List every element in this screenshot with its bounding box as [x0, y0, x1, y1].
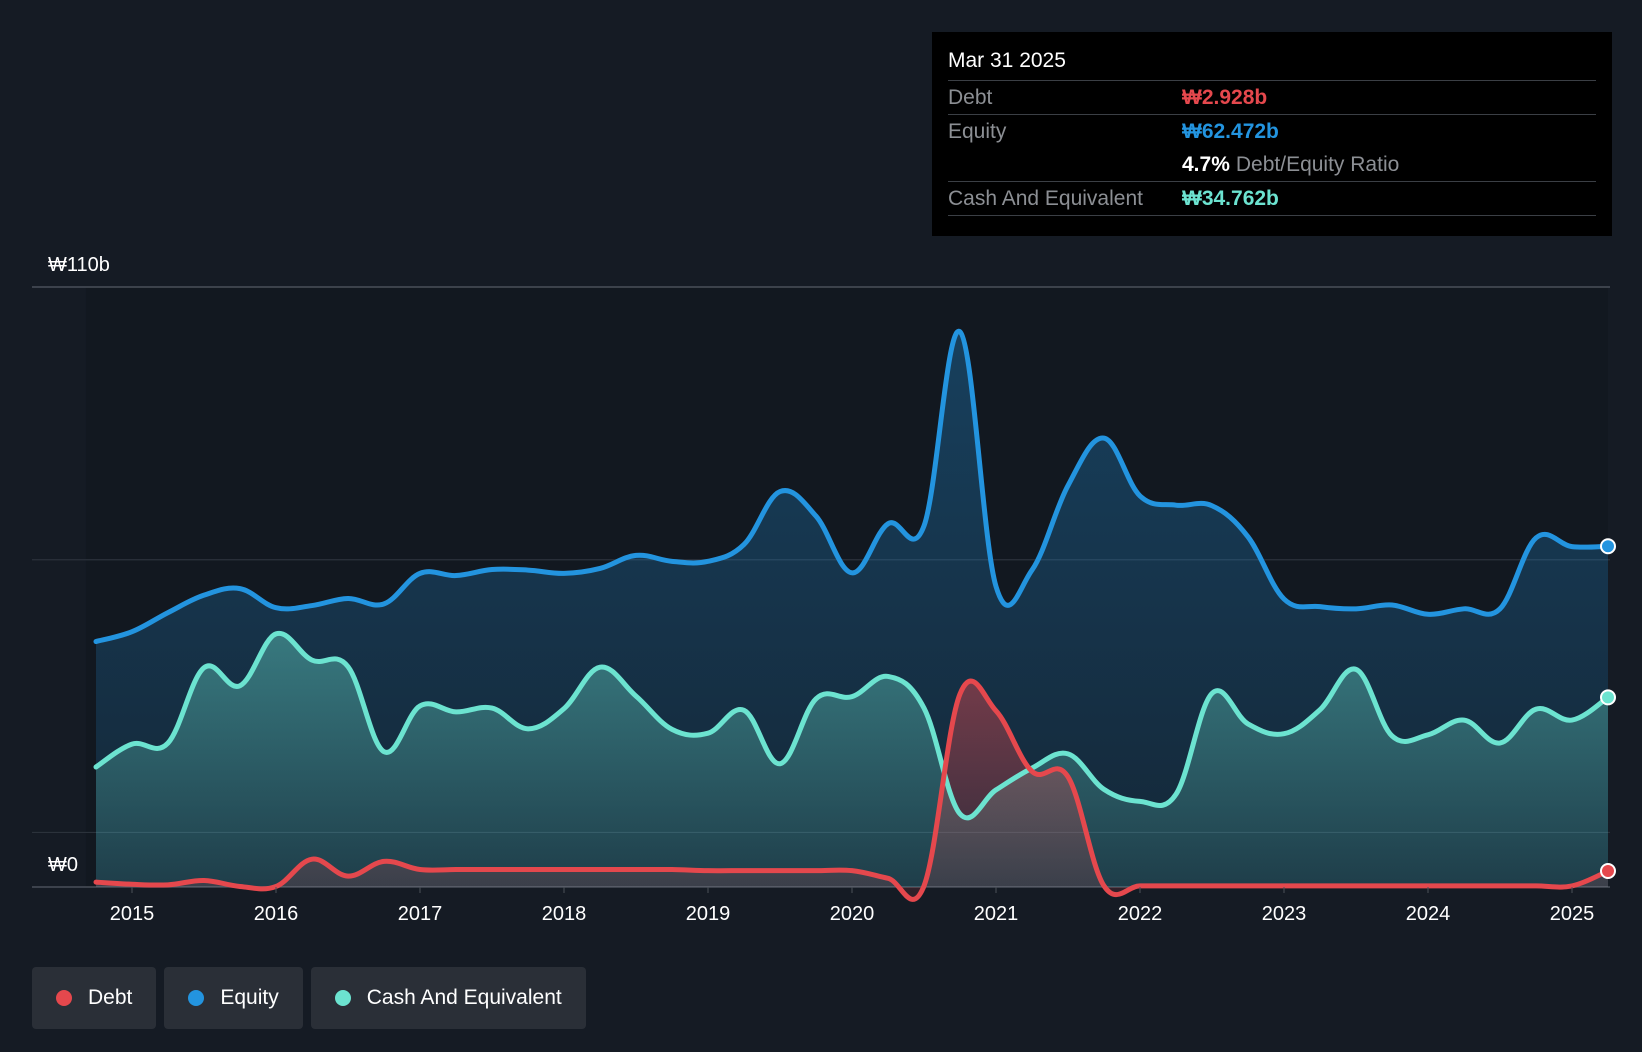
tooltip-cash-value: ₩34.762b — [1182, 186, 1279, 210]
x-tick-label: 2016 — [254, 903, 299, 925]
legend-item-debt[interactable]: Debt — [32, 967, 157, 1029]
tooltip-row-cash: Cash And Equivalent ₩34.762b — [948, 181, 1596, 216]
debt-end-marker[interactable] — [1600, 863, 1616, 880]
end-markers — [1600, 538, 1616, 880]
x-tick-label: 2021 — [974, 903, 1019, 925]
x-tick-label: 2024 — [1406, 903, 1451, 925]
legend-equity-label: Equity — [220, 986, 279, 1009]
cash-line — [93, 630, 1611, 821]
x-tick-label: 2023 — [1262, 903, 1307, 925]
x-tick-label: 2022 — [1118, 903, 1163, 925]
tooltip-row-ratio: 4.7% Debt/Equity Ratio — [948, 148, 1596, 181]
x-tick-label: 2018 — [542, 903, 587, 925]
equity-dot-icon — [188, 990, 205, 1006]
x-tick-label: 2025 — [1550, 903, 1595, 925]
tooltip-debt-label: Debt — [948, 85, 993, 109]
chart-legend: Debt Equity Cash And Equivalent — [32, 967, 586, 1029]
legend-item-cash[interactable]: Cash And Equivalent — [310, 967, 586, 1029]
equity-line — [93, 329, 1611, 645]
legend-debt-label: Debt — [88, 986, 133, 1009]
debt-dot-icon — [56, 990, 72, 1006]
tooltip-cash-label: Cash And Equivalent — [948, 186, 1143, 210]
tooltip-ratio-value: 4.7% — [1182, 152, 1230, 176]
legend-cash-label: Cash And Equivalent — [366, 986, 562, 1009]
tooltip-debt-value: ₩2.928b — [1182, 85, 1268, 109]
cash-area — [96, 633, 1608, 887]
x-tick-label: 2017 — [398, 903, 443, 925]
series-lines — [93, 329, 1611, 902]
series-areas — [96, 331, 1608, 900]
legend-item-equity[interactable]: Equity — [164, 967, 303, 1029]
debt-line — [93, 678, 1611, 902]
hover-tooltip: Mar 31 2025 Debt ₩2.928b Equity ₩62.472b… — [932, 32, 1612, 236]
tooltip-equity-value: ₩62.472b — [1182, 119, 1279, 143]
equity-end-marker[interactable] — [1600, 538, 1616, 555]
tooltip-row-debt: Debt ₩2.928b — [948, 80, 1596, 114]
tooltip-date: Mar 31 2025 — [948, 49, 1066, 72]
tooltip-row-equity: Equity ₩62.472b — [948, 114, 1596, 148]
x-axis-ticks: 2015 2016 2017 2018 2019 2020 2021 2022 2023 2024… — [110, 887, 1595, 925]
y-axis-top-label: ₩110b — [48, 254, 110, 276]
x-tick-label: 2019 — [686, 903, 731, 925]
cash-end-marker[interactable] — [1600, 689, 1616, 706]
tooltip-equity-label: Equity — [948, 119, 1007, 143]
x-tick-label: 2020 — [830, 903, 875, 925]
y-axis-bottom-label: ₩0 — [48, 854, 78, 876]
cash-dot-icon — [334, 990, 351, 1006]
tooltip-ratio-label: Debt/Equity Ratio — [1235, 152, 1400, 176]
x-tick-label: 2015 — [110, 903, 155, 925]
